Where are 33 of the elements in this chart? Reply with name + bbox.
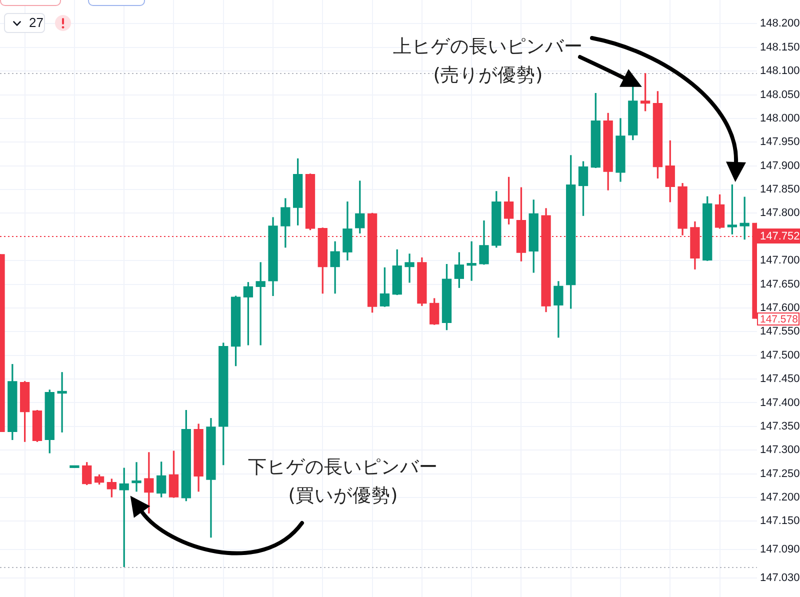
y-tick-label: 147.200 [760, 492, 800, 504]
ref-line-label: 147.752 [760, 230, 800, 242]
y-tick-label: 148.150 [760, 41, 800, 54]
candlestick [404, 254, 414, 283]
dropdown-field: 27 [4, 13, 45, 33]
y-tick-label: 147.800 [760, 207, 800, 220]
y-tick-label: 147.950 [760, 136, 800, 148]
y-tick-label: 147.090 [760, 544, 800, 556]
y-tick-label: 147.300 [760, 444, 800, 456]
y-tick-label: 147.500 [760, 349, 800, 362]
y-tick-label: 148.000 [760, 112, 800, 124]
y-tick-label: 147.150 [760, 515, 800, 528]
annotation: 27 [29, 15, 44, 30]
y-tick-label: 147.850 [760, 184, 800, 196]
annotation: 下ヒゲの長いピンバー (買いが優勢) [248, 456, 438, 506]
y-tick-label: 147.350 [760, 420, 800, 432]
y-tick-label: 148.050 [760, 88, 800, 101]
y-tick-label: 148.200 [760, 18, 800, 30]
candlestick [132, 462, 142, 492]
y-tick-label: 147.900 [760, 160, 800, 172]
y-tick-label: 147.700 [760, 254, 800, 267]
y-tick-label: 148.100 [760, 65, 800, 78]
y-tick-label: 147.550 [760, 326, 800, 338]
y-tick-label: 147.250 [760, 468, 800, 480]
annotation: 上ヒゲの長いピンバー (売りが優勢) [393, 36, 583, 86]
y-tick-label: 147.450 [760, 373, 800, 386]
y-tick-label: 147.650 [760, 278, 800, 290]
candlestick [57, 372, 67, 432]
y-tick-label: 147.030 [760, 572, 800, 584]
y-tick-label: 147.600 [760, 302, 800, 314]
text: 147.578 [760, 313, 798, 326]
candlestick [466, 241, 476, 281]
y-tick-label: 147.400 [760, 396, 800, 409]
